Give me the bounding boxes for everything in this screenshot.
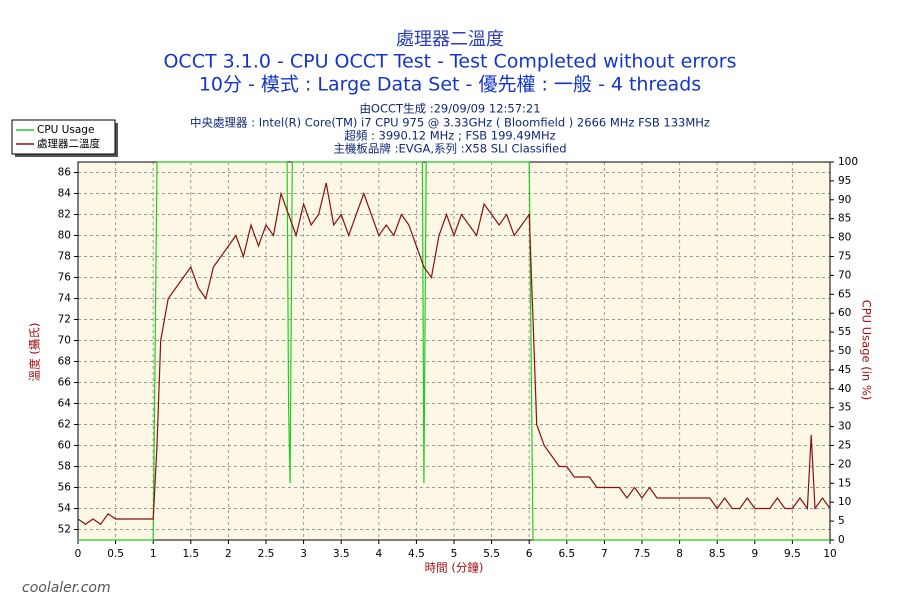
legend-label: 處理器二溫度: [37, 137, 100, 150]
x-tick-label: 1.5: [182, 548, 199, 560]
y2-tick-label: 55: [838, 326, 851, 338]
y2-tick-label: 70: [838, 269, 851, 281]
y-tick-label: 86: [58, 167, 72, 179]
y-tick-label: 80: [58, 230, 71, 242]
x-tick-label: 7.5: [634, 548, 651, 560]
x-tick-label: 2: [225, 548, 232, 560]
x-tick-label: 8: [676, 548, 683, 560]
x-tick-label: 9: [751, 548, 758, 560]
legend-label: CPU Usage: [37, 124, 94, 136]
info-line: 主機板品牌 :EVGA,系列 :X58 SLI Classified: [333, 142, 566, 156]
x-tick-label: 4: [375, 548, 382, 560]
y2-tick-label: 40: [838, 383, 851, 395]
y-tick-label: 64: [58, 398, 72, 410]
y2-tick-label: 35: [838, 402, 851, 414]
y2-tick-label: 5: [838, 515, 845, 527]
chart-subtitle: OCCT 3.1.0 - CPU OCCT Test - Test Comple…: [163, 51, 736, 73]
y-tick-label: 72: [58, 314, 71, 326]
y2-tick-label: 10: [838, 496, 851, 508]
chart-subtitle: 10分 - 模式 : Large Data Set - 優先權 : 一般 - 4…: [199, 74, 701, 96]
y2-tick-label: 30: [838, 421, 851, 433]
x-tick-label: 9.5: [784, 548, 801, 560]
y-tick-label: 68: [58, 356, 71, 368]
x-tick-label: 1: [150, 548, 157, 560]
y-tick-label: 62: [58, 419, 71, 431]
y-tick-label: 60: [58, 440, 71, 452]
info-line: 超頻 : 3990.12 MHz ; FSB 199.49MHz: [344, 129, 555, 143]
y-tick-label: 74: [58, 293, 72, 305]
y2-tick-label: 0: [838, 534, 845, 546]
x-tick-label: 3: [300, 548, 307, 560]
x-tick-label: 5.5: [483, 548, 500, 560]
y2-axis-label: CPU Usage (in %): [860, 300, 874, 401]
y-tick-label: 52: [58, 524, 71, 536]
y2-tick-label: 75: [838, 251, 851, 263]
y-tick-label: 76: [58, 272, 72, 284]
y-axis-label: 溫度 (攝氏): [28, 323, 42, 382]
x-axis-label: 時間 (分鐘): [425, 561, 484, 575]
y-tick-label: 84: [58, 188, 72, 200]
y2-tick-label: 90: [838, 194, 851, 206]
y2-tick-label: 80: [838, 232, 851, 244]
x-tick-label: 2.5: [258, 548, 275, 560]
y-tick-label: 58: [58, 461, 71, 473]
x-tick-label: 4.5: [408, 548, 425, 560]
y2-tick-label: 20: [838, 458, 851, 470]
info-line: 由OCCT生成 :29/09/09 12:57:21: [359, 102, 540, 116]
chart-title: 處理器二溫度: [396, 29, 504, 50]
y2-tick-label: 100: [838, 156, 858, 168]
y2-tick-label: 45: [838, 364, 851, 376]
x-tick-label: 0.5: [107, 548, 124, 560]
x-tick-label: 10: [823, 548, 836, 560]
x-tick-label: 6.5: [558, 548, 575, 560]
y2-tick-label: 95: [838, 175, 851, 187]
y-tick-label: 56: [58, 482, 72, 494]
x-tick-label: 8.5: [709, 548, 726, 560]
x-tick-label: 7: [601, 548, 608, 560]
y-tick-label: 82: [58, 209, 71, 221]
y-tick-label: 66: [58, 377, 72, 389]
watermark: coolaler.com: [22, 580, 111, 596]
x-tick-label: 3.5: [333, 548, 350, 560]
y-tick-label: 78: [58, 251, 71, 263]
y2-tick-label: 50: [838, 345, 851, 357]
y-tick-label: 54: [58, 503, 72, 515]
y2-tick-label: 60: [838, 307, 851, 319]
y2-tick-label: 65: [838, 288, 851, 300]
y2-tick-label: 15: [838, 477, 851, 489]
info-line: 中央處理器 : Intel(R) Core(TM) i7 CPU 975 @ 3…: [190, 116, 710, 130]
x-tick-label: 6: [526, 548, 533, 560]
data-line: [77, 182, 831, 526]
y2-tick-label: 85: [838, 213, 851, 225]
y-tick-label: 70: [58, 335, 71, 347]
y2-tick-label: 25: [838, 440, 851, 452]
x-tick-label: 5: [451, 548, 458, 560]
x-tick-label: 0: [75, 548, 82, 560]
legend-box: [11, 119, 116, 155]
data-line: [78, 161, 830, 541]
